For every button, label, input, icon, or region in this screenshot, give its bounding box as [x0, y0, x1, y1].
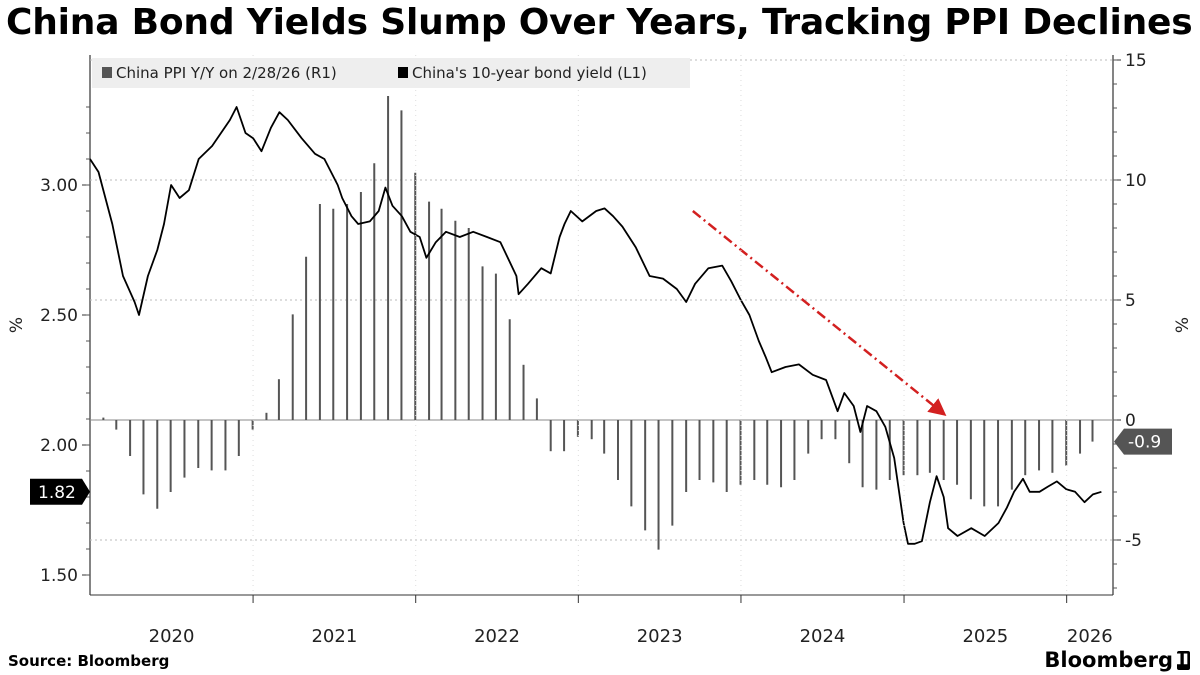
- right-tick-label: 0: [1125, 411, 1136, 431]
- year-label: 2020: [149, 626, 195, 647]
- left-tick-label: 2.00: [40, 436, 78, 456]
- yield-line: [89, 106, 1102, 545]
- legend-swatch-yield: [398, 67, 408, 78]
- right-tick-label: 15: [1125, 51, 1147, 71]
- right-axis-ticks: -5 0 5 10 15: [1113, 51, 1147, 589]
- ppi-bars: [102, 96, 1094, 550]
- x-axis-ticks: 2020 2021 2022 2023 2024 2025 2026: [149, 55, 1113, 647]
- legend-background: [92, 58, 690, 88]
- brand-wordmark: Bloomberg: [1044, 648, 1173, 672]
- gridlines: [90, 59, 1113, 541]
- last-value-ppi: -0.9: [1128, 433, 1161, 453]
- left-tick-label: 1.50: [40, 566, 78, 586]
- right-axis-label: %: [1173, 317, 1193, 333]
- last-value-tag-ppi: -0.9: [1114, 428, 1172, 455]
- year-label: 2021: [311, 626, 357, 647]
- legend-swatch-ppi: [102, 67, 112, 78]
- right-tick-label: -5: [1125, 531, 1142, 551]
- last-value-tag-yield: 1.82: [30, 478, 90, 505]
- year-label: 2025: [962, 626, 1008, 647]
- year-label: 2026: [1067, 626, 1113, 647]
- legend: China PPI Y/Y on 2/28/26 (R1) China's 10…: [92, 58, 690, 88]
- legend-label-yield: China's 10-year bond yield (L1): [412, 64, 647, 82]
- brand-logo: Bloomberg ▌▌: [1044, 648, 1190, 672]
- year-label: 2023: [637, 626, 683, 647]
- left-axis-label: %: [7, 317, 27, 333]
- right-tick-label: 5: [1125, 291, 1136, 311]
- right-tick-label: 10: [1125, 171, 1147, 191]
- trend-arrow: [692, 210, 947, 417]
- left-tick-label: 3.00: [40, 176, 78, 196]
- left-axis-ticks: 1.50 2.00 2.50 3.00: [40, 106, 90, 586]
- last-value-yield: 1.82: [38, 483, 76, 503]
- brand-icon: ▌▌: [1177, 650, 1191, 670]
- legend-label-ppi: China PPI Y/Y on 2/28/26 (R1): [116, 64, 337, 82]
- left-tick-label: 2.50: [40, 306, 78, 326]
- source-note: Source: Bloomberg: [8, 652, 170, 670]
- year-label: 2022: [474, 626, 520, 647]
- year-label: 2024: [800, 626, 846, 647]
- chart-title: China Bond Yields Slump Over Years, Trac…: [6, 2, 1193, 43]
